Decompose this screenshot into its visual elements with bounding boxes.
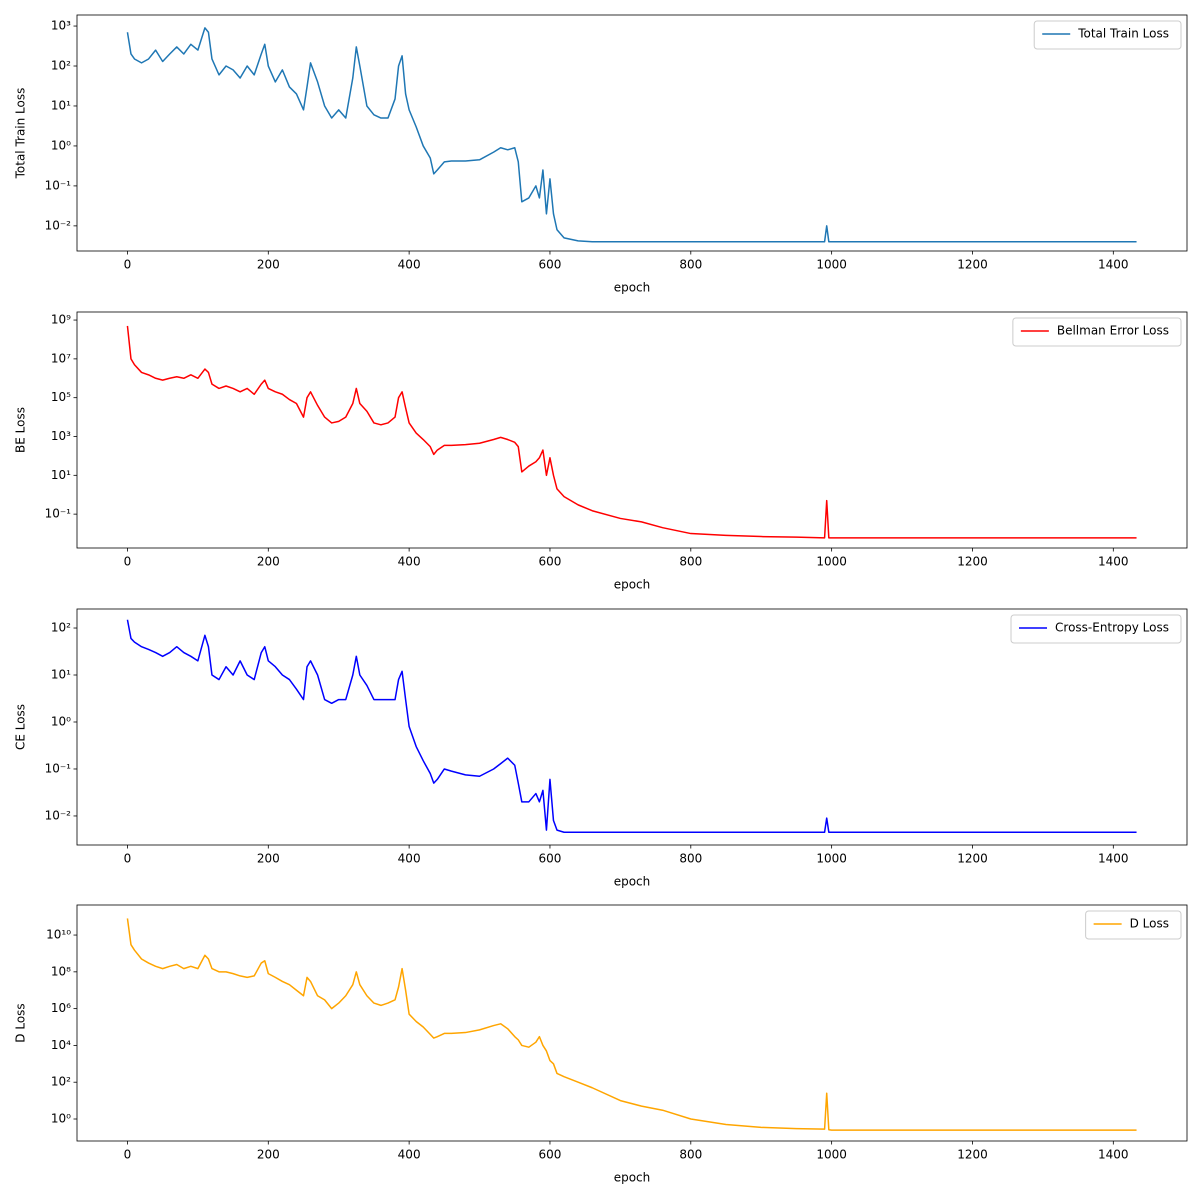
y-tick-label: 10⁸ (51, 964, 71, 978)
x-tick-label: 1000 (816, 258, 847, 272)
x-tick-label: 0 (124, 555, 132, 569)
legend: Bellman Error Loss (1012, 317, 1182, 347)
legend-box (1085, 910, 1182, 940)
legend-box (1012, 317, 1182, 347)
legend-label: Bellman Error Loss (1057, 324, 1169, 338)
x-tick-label: 200 (257, 258, 280, 272)
legend-label: Total Train Loss (1077, 27, 1169, 41)
legend: Cross-Entropy Loss (1010, 614, 1182, 644)
x-tick-label: 1400 (1098, 1148, 1129, 1162)
y-tick-label: 10³ (51, 19, 71, 33)
x-tick-label: 1200 (957, 258, 988, 272)
x-tick-label: 600 (539, 258, 562, 272)
legend-label: D Loss (1130, 917, 1169, 931)
x-tick-label: 800 (679, 852, 702, 866)
y-axis-label: Total Train Loss (14, 88, 28, 180)
line-series (126, 619, 1137, 834)
y-tick-label: 10⁷ (51, 351, 71, 365)
y-tick-label: 10⁻² (45, 218, 72, 232)
legend-box (1010, 614, 1182, 644)
x-tick-label: 1200 (957, 1148, 988, 1162)
x-tick-label: 200 (257, 555, 280, 569)
x-tick-label: 600 (539, 852, 562, 866)
x-tick-label: 0 (124, 1148, 132, 1162)
x-tick-label: 0 (124, 852, 132, 866)
y-tick-label: 10⁻¹ (45, 761, 72, 775)
x-tick-label: 1000 (816, 852, 847, 866)
y-tick-label: 10⁵ (51, 390, 71, 404)
y-tick-label: 10⁻¹ (45, 507, 72, 521)
x-axis-label: epoch (614, 578, 651, 592)
y-axis-label: BE Loss (14, 407, 28, 453)
line-series (126, 325, 1137, 539)
axes-frame (76, 608, 1188, 846)
y-tick-label: 10⁻² (45, 808, 72, 822)
y-tick-label: 10⁰ (51, 1112, 71, 1126)
x-tick-label: 200 (257, 1148, 280, 1162)
x-axis-label: epoch (614, 281, 651, 295)
x-tick-label: 0 (124, 258, 132, 272)
x-tick-label: 800 (679, 1148, 702, 1162)
y-tick-label: 10¹ (51, 98, 71, 112)
y-tick-label: 10⁹ (51, 313, 71, 327)
legend-box (1033, 20, 1182, 50)
x-tick-label: 800 (679, 258, 702, 272)
x-tick-label: 200 (257, 852, 280, 866)
legend: D Loss (1085, 910, 1182, 940)
axes-frame (76, 14, 1188, 252)
axes-frame (76, 311, 1188, 549)
legend: Total Train Loss (1033, 20, 1182, 50)
x-tick-label: 1400 (1098, 555, 1129, 569)
y-tick-label: 10⁰ (51, 138, 71, 152)
y-tick-label: 10¹ (51, 468, 71, 482)
x-axis-label: epoch (614, 875, 651, 889)
x-tick-label: 400 (398, 258, 421, 272)
y-tick-label: 10² (51, 59, 71, 73)
x-tick-label: 1400 (1098, 852, 1129, 866)
y-tick-label: 10² (51, 621, 71, 635)
x-tick-label: 1400 (1098, 258, 1129, 272)
line-series (126, 918, 1137, 1131)
y-tick-label: 10⁰ (51, 714, 71, 728)
y-tick-label: 10⁶ (51, 1001, 71, 1015)
x-tick-label: 400 (398, 1148, 421, 1162)
axes-frame (76, 904, 1188, 1142)
x-axis-label: epoch (614, 1171, 651, 1185)
x-tick-label: 600 (539, 1148, 562, 1162)
line-series (126, 27, 1137, 243)
y-tick-label: 10³ (51, 429, 71, 443)
x-tick-label: 400 (398, 852, 421, 866)
y-axis-label: CE Loss (14, 704, 28, 750)
x-tick-label: 1200 (957, 555, 988, 569)
x-tick-label: 1000 (816, 555, 847, 569)
x-tick-label: 600 (539, 555, 562, 569)
y-tick-label: 10¹ (51, 668, 71, 682)
x-tick-label: 1200 (957, 852, 988, 866)
x-tick-label: 800 (679, 555, 702, 569)
y-tick-label: 10² (51, 1075, 71, 1089)
y-tick-label: 10⁻¹ (45, 178, 72, 192)
x-tick-label: 400 (398, 555, 421, 569)
y-tick-label: 10¹⁰ (46, 928, 71, 942)
y-tick-label: 10⁴ (51, 1038, 71, 1052)
x-tick-label: 1000 (816, 1148, 847, 1162)
y-axis-label: D Loss (14, 1003, 28, 1042)
legend-label: Cross-Entropy Loss (1055, 621, 1169, 635)
